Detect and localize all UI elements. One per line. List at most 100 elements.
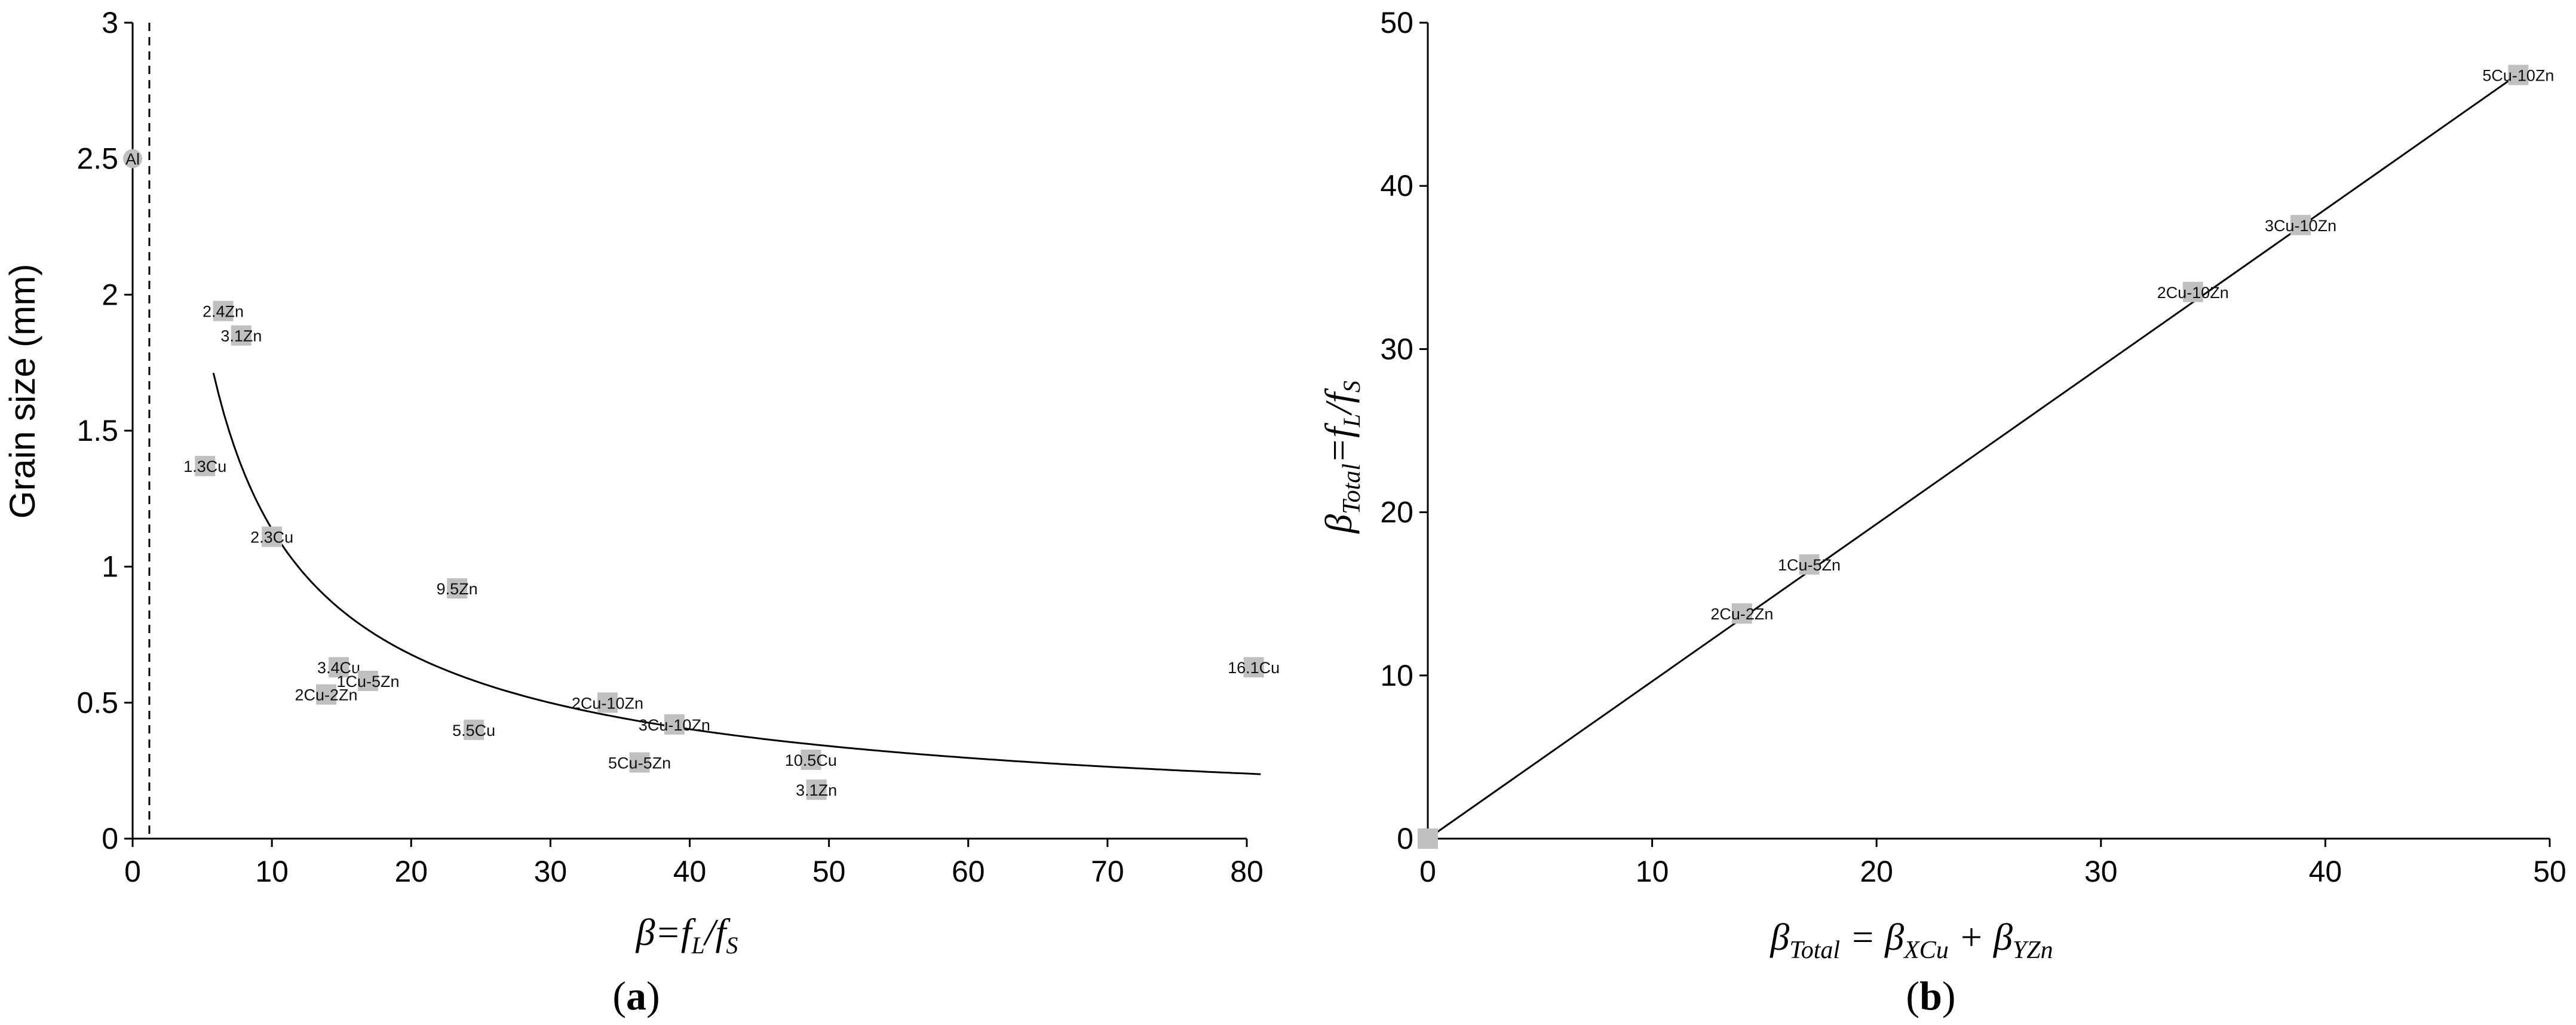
b-x-title-sub: Total: [1789, 937, 1840, 964]
a-point-label: 10.5Cu: [785, 751, 837, 769]
a-point-label: 3Cu-10Zn: [639, 716, 710, 734]
a-point-marker: [1243, 657, 1264, 678]
b-point-marker: [1799, 554, 1820, 575]
b-y-title-beta: β: [1317, 514, 1360, 535]
a-point-marker: [447, 578, 468, 599]
a-point-label: 2.3Cu: [250, 529, 293, 547]
a-point-marker: [629, 752, 650, 773]
a-point-label: 3.4Cu: [317, 659, 360, 677]
b-x-tick-label: 20: [1860, 855, 1893, 888]
a-x-tick-label: 30: [534, 855, 568, 888]
a-x-tick-label: 10: [255, 855, 289, 888]
a-caption-close: ): [646, 973, 660, 1018]
b-y-title-eq: =: [1317, 438, 1360, 464]
a-point-marker: [329, 657, 349, 678]
a-point-label: 5Cu-5Zn: [608, 754, 671, 772]
b-fit-line: [1427, 73, 2519, 840]
a-point-marker: [213, 300, 234, 321]
b-y-axis-title: βTotal=fL/fS: [1317, 380, 1366, 535]
a-points: Al2.4Zn3.1Zn1.3Cu2.3Cu9.5Zn3.4Cu1Cu-5Zn2…: [123, 149, 1280, 800]
a-fit-curve: [212, 372, 1261, 775]
b-panel-caption: (b): [1906, 973, 1955, 1018]
a-x-tick-label: 60: [952, 855, 985, 888]
a-y-tick-label: 1: [102, 550, 118, 584]
b-y-tick-label: 20: [1380, 496, 1413, 529]
a-point-label: 1Cu-5Zn: [336, 673, 399, 691]
b-caption-letter: b: [1919, 973, 1942, 1018]
b-y-title-fL-sub: L: [1338, 414, 1365, 428]
a-point-label: 2Cu-2Zn: [295, 686, 358, 704]
a-y-tick-label: 0.5: [76, 686, 118, 719]
b-x-title-eq: =: [1840, 916, 1885, 958]
a-x-tick-label: 80: [1230, 855, 1264, 888]
a-point-marker: [597, 692, 618, 713]
b-x-title-sub2: XCu: [1903, 937, 1949, 964]
b-x-tick-label: 50: [2533, 855, 2566, 888]
b-x-tick-label: 0: [1419, 855, 1436, 888]
b-x-tick-label: 30: [2084, 855, 2118, 888]
a-x-tick-label: 40: [673, 855, 707, 888]
b-point-marker: [2290, 214, 2311, 235]
a-x-tick-label: 70: [1091, 855, 1124, 888]
a-x-tick-label: 50: [812, 855, 846, 888]
a-y-tick-label: 2: [102, 278, 118, 311]
a-point-marker: [664, 714, 685, 735]
a-point-marker: [316, 684, 337, 705]
a-point-marker: [464, 719, 484, 740]
b-caption-close: ): [1942, 973, 1956, 1018]
a-point-label: 3.1Zn: [220, 327, 262, 345]
b-caption-open: (: [1906, 973, 1919, 1018]
b-point-label: 1Cu-5Zn: [1778, 556, 1841, 574]
a-point-label: 2Cu-10Zn: [572, 694, 643, 712]
a-x-tick-label: 0: [124, 855, 141, 888]
a-x-title-fS-sub: S: [726, 932, 738, 959]
b-point-marker: [2182, 281, 2203, 302]
b-x-title-beta: β: [1769, 916, 1789, 958]
a-point-marker: [806, 780, 827, 800]
a-point-label: 9.5Zn: [437, 580, 478, 598]
b-point-label: 2Cu-2Zn: [1710, 605, 1773, 623]
a-x-tick-label: 20: [394, 855, 428, 888]
a-y-tick-label: 1.5: [76, 414, 118, 447]
a-point-label: 2.4Zn: [203, 303, 244, 321]
a-point-label: 16.1Cu: [1228, 659, 1280, 677]
b-y-title-fS-sub: S: [1338, 380, 1365, 392]
a-y-tick-label: 2.5: [76, 142, 118, 176]
a-x-axis-title: β=fL/fS: [635, 911, 738, 959]
b-point-marker: [2508, 65, 2529, 85]
b-point-marker: [1731, 603, 1752, 624]
a-point-marker: [231, 325, 252, 346]
b-y-tick-label: 40: [1380, 169, 1413, 202]
a-point-label: 1.3Cu: [183, 458, 226, 475]
b-x-tick-label: 40: [2309, 855, 2342, 888]
b-points: 2Cu-2Zn 1Cu-5Zn 2Cu-10Zn 3Cu-10Zn 5Cu-10Zn: [1418, 65, 2554, 849]
a-caption-letter: a: [626, 973, 646, 1018]
a-y-tick-label: 0: [102, 822, 118, 855]
b-x-title-beta3: β: [1992, 916, 2013, 958]
a-y-tick-label: 3: [102, 6, 118, 39]
a-y-axis-title: Grain size (mm): [2, 264, 42, 519]
a-point-marker: [801, 749, 821, 770]
a-point-label: 3.1Zn: [796, 781, 837, 799]
a-x-title-base: β=: [635, 911, 681, 953]
b-point-label: 5Cu-10Zn: [2482, 66, 2554, 84]
a-x-title-fL-sub: L: [691, 932, 705, 959]
a-caption-open: (: [612, 973, 626, 1018]
b-x-ticks: 0 10 20 30 40 50: [1419, 839, 2566, 888]
b-x-title-sub3: YZn: [2013, 937, 2053, 964]
a-point-marker: [357, 670, 378, 691]
a-point-label: 5.5Cu: [452, 722, 495, 739]
b-y-tick-label: 10: [1380, 659, 1413, 692]
b-y-tick-label: 30: [1380, 332, 1413, 366]
b-y-tick-label: 0: [1397, 822, 1413, 855]
a-point-label: Al: [125, 151, 140, 168]
a-y-ticks: 0 0.5 1 1.5 2 2.5 3: [76, 6, 133, 855]
a-point-marker: [195, 456, 216, 477]
b-point-label: 2Cu-10Zn: [2157, 284, 2229, 302]
b-x-title-beta2: β: [1884, 916, 1904, 958]
b-point-marker: [1418, 828, 1438, 849]
a-point-marker: [262, 526, 283, 547]
b-point-label: 3Cu-10Zn: [2265, 217, 2336, 235]
